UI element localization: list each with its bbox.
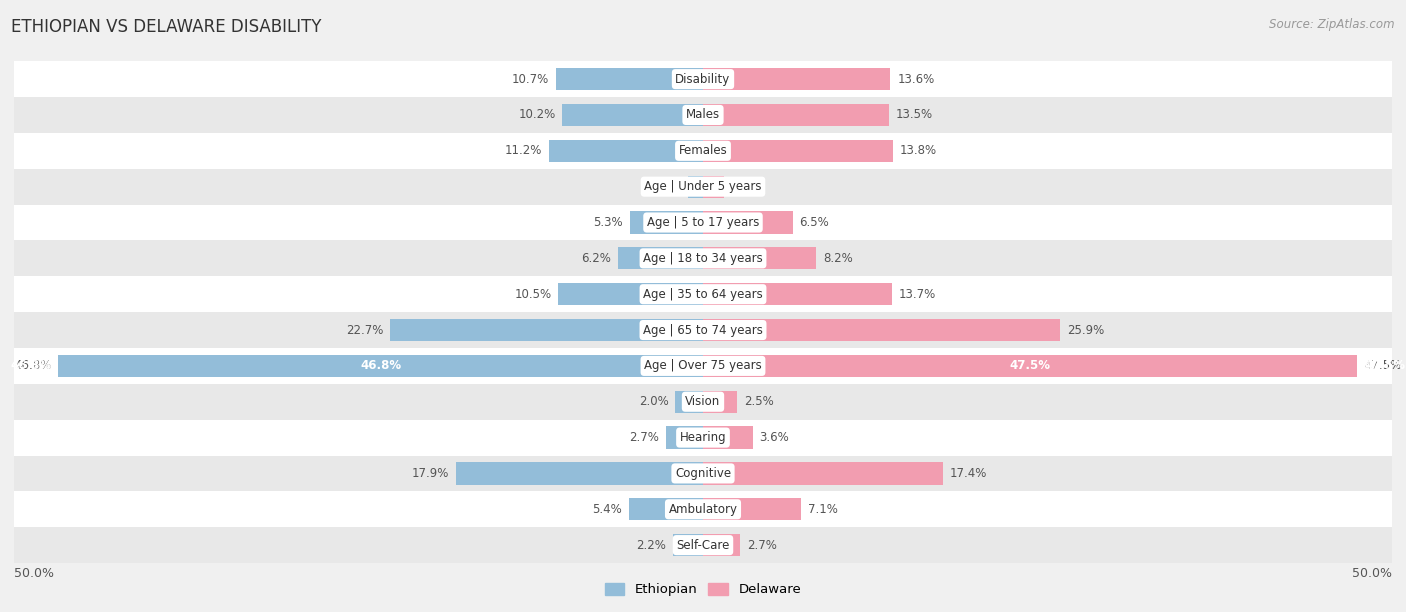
Bar bbox=[558, 283, 703, 305]
Text: Age | Under 5 years: Age | Under 5 years bbox=[644, 180, 762, 193]
Text: Males: Males bbox=[686, 108, 720, 121]
Bar bbox=[14, 455, 1392, 491]
Text: 10.2%: 10.2% bbox=[519, 108, 555, 121]
Text: 2.7%: 2.7% bbox=[747, 539, 778, 551]
Bar bbox=[628, 498, 703, 520]
Bar bbox=[14, 491, 1392, 527]
Text: 2.2%: 2.2% bbox=[636, 539, 666, 551]
Bar bbox=[703, 247, 815, 269]
Bar bbox=[703, 211, 793, 234]
Text: 50.0%: 50.0% bbox=[1353, 567, 1392, 580]
Bar bbox=[630, 211, 703, 234]
Text: Age | 18 to 34 years: Age | 18 to 34 years bbox=[643, 252, 763, 265]
Bar bbox=[14, 420, 1392, 455]
Text: Age | 5 to 17 years: Age | 5 to 17 years bbox=[647, 216, 759, 229]
Text: 46.8%: 46.8% bbox=[360, 359, 401, 372]
Text: Self-Care: Self-Care bbox=[676, 539, 730, 551]
Text: 25.9%: 25.9% bbox=[1067, 324, 1104, 337]
Bar bbox=[703, 355, 1358, 377]
Text: 7.1%: 7.1% bbox=[807, 503, 838, 516]
Bar bbox=[14, 276, 1392, 312]
Bar bbox=[14, 97, 1392, 133]
Text: Disability: Disability bbox=[675, 73, 731, 86]
Text: Age | 65 to 74 years: Age | 65 to 74 years bbox=[643, 324, 763, 337]
Bar bbox=[703, 68, 890, 90]
Text: 8.2%: 8.2% bbox=[823, 252, 852, 265]
Bar bbox=[14, 384, 1392, 420]
Text: 3.6%: 3.6% bbox=[759, 431, 789, 444]
Bar bbox=[703, 140, 893, 162]
Bar bbox=[703, 427, 752, 449]
Bar bbox=[703, 390, 738, 413]
Text: 46.8%: 46.8% bbox=[10, 359, 51, 372]
Bar bbox=[672, 534, 703, 556]
Bar bbox=[703, 283, 891, 305]
Text: 11.2%: 11.2% bbox=[505, 144, 541, 157]
Text: 13.5%: 13.5% bbox=[896, 108, 934, 121]
Text: Hearing: Hearing bbox=[679, 431, 727, 444]
Bar bbox=[675, 390, 703, 413]
Bar bbox=[14, 527, 1392, 563]
Text: 17.4%: 17.4% bbox=[949, 467, 987, 480]
Bar bbox=[703, 462, 943, 485]
Bar bbox=[14, 61, 1392, 97]
Bar bbox=[548, 140, 703, 162]
Text: 13.6%: 13.6% bbox=[897, 73, 935, 86]
Bar bbox=[14, 241, 1392, 276]
Text: Age | Over 75 years: Age | Over 75 years bbox=[644, 359, 762, 372]
Text: 47.5%: 47.5% bbox=[1364, 359, 1406, 372]
Text: 1.5%: 1.5% bbox=[731, 180, 761, 193]
Text: Source: ZipAtlas.com: Source: ZipAtlas.com bbox=[1270, 18, 1395, 31]
Text: 5.3%: 5.3% bbox=[593, 216, 623, 229]
Text: 46.8%: 46.8% bbox=[14, 359, 51, 372]
Text: 47.5%: 47.5% bbox=[1010, 359, 1050, 372]
Text: 17.9%: 17.9% bbox=[412, 467, 450, 480]
Text: 2.5%: 2.5% bbox=[744, 395, 775, 408]
Bar bbox=[14, 348, 1392, 384]
Bar bbox=[703, 498, 801, 520]
Text: 6.5%: 6.5% bbox=[800, 216, 830, 229]
Text: 10.5%: 10.5% bbox=[515, 288, 551, 300]
Text: Ambulatory: Ambulatory bbox=[668, 503, 738, 516]
Text: 50.0%: 50.0% bbox=[14, 567, 53, 580]
Bar bbox=[14, 133, 1392, 169]
Bar bbox=[703, 534, 740, 556]
Bar bbox=[666, 427, 703, 449]
Bar bbox=[617, 247, 703, 269]
Bar bbox=[14, 169, 1392, 204]
Bar bbox=[703, 176, 724, 198]
Text: 2.7%: 2.7% bbox=[628, 431, 659, 444]
Text: 22.7%: 22.7% bbox=[346, 324, 384, 337]
Text: 2.0%: 2.0% bbox=[638, 395, 669, 408]
Text: 13.7%: 13.7% bbox=[898, 288, 936, 300]
Text: Cognitive: Cognitive bbox=[675, 467, 731, 480]
Text: Vision: Vision bbox=[685, 395, 721, 408]
Bar bbox=[14, 312, 1392, 348]
Bar bbox=[391, 319, 703, 341]
Text: 13.8%: 13.8% bbox=[900, 144, 938, 157]
Bar bbox=[688, 176, 703, 198]
Text: 47.5%: 47.5% bbox=[1364, 359, 1402, 372]
Text: 1.1%: 1.1% bbox=[651, 180, 681, 193]
Text: Females: Females bbox=[679, 144, 727, 157]
Text: 10.7%: 10.7% bbox=[512, 73, 548, 86]
Bar bbox=[14, 204, 1392, 241]
Bar bbox=[703, 319, 1060, 341]
Bar bbox=[457, 462, 703, 485]
Bar bbox=[703, 104, 889, 126]
Bar bbox=[58, 355, 703, 377]
Text: 5.4%: 5.4% bbox=[592, 503, 621, 516]
Text: ETHIOPIAN VS DELAWARE DISABILITY: ETHIOPIAN VS DELAWARE DISABILITY bbox=[11, 18, 322, 36]
Bar bbox=[562, 104, 703, 126]
Legend: Ethiopian, Delaware: Ethiopian, Delaware bbox=[599, 578, 807, 602]
Text: Age | 35 to 64 years: Age | 35 to 64 years bbox=[643, 288, 763, 300]
Text: 6.2%: 6.2% bbox=[581, 252, 610, 265]
Bar bbox=[555, 68, 703, 90]
